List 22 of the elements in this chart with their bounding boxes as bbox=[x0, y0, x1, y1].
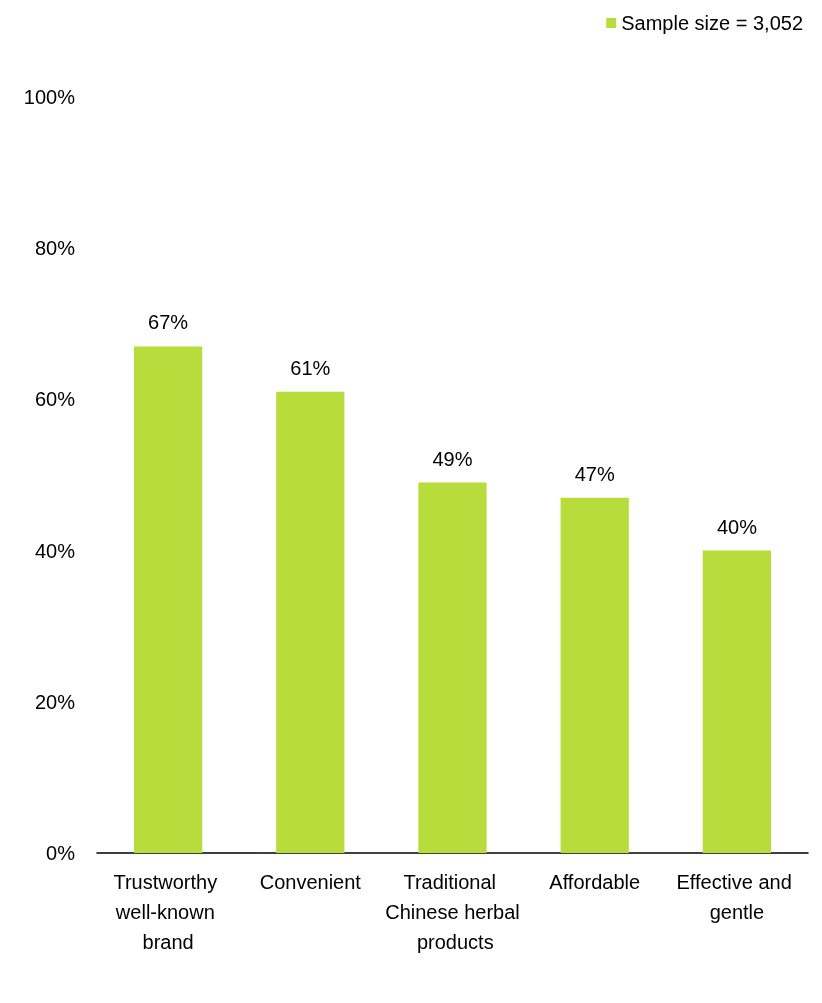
data-label: 49% bbox=[432, 447, 473, 470]
y-tick-label: 40% bbox=[34, 539, 76, 562]
bar bbox=[133, 346, 203, 853]
bar bbox=[560, 497, 629, 853]
data-label: 47% bbox=[574, 462, 615, 485]
x-tick-label: Convenient bbox=[259, 871, 362, 893]
data-label: 61% bbox=[290, 356, 331, 379]
bar bbox=[276, 391, 345, 853]
bar bbox=[418, 482, 487, 853]
data-label: 67% bbox=[148, 311, 189, 334]
bar bbox=[702, 550, 772, 853]
x-tick-label: Trustworthy well-known brand bbox=[113, 871, 223, 953]
x-tick-label: Traditional Chinese herbal products bbox=[385, 871, 520, 953]
y-tick-label: 100% bbox=[23, 86, 76, 108]
y-tick-label: 80% bbox=[34, 237, 76, 260]
y-tick-label: 20% bbox=[34, 690, 76, 713]
x-tick-label: Affordable bbox=[549, 871, 641, 893]
data-label: 40% bbox=[716, 515, 758, 538]
x-tick-label: Effective and gentle bbox=[676, 871, 798, 923]
legend-label: Sample size = 3,052 bbox=[621, 12, 803, 34]
y-tick-label: 60% bbox=[34, 388, 76, 411]
y-tick-label: 0% bbox=[46, 842, 76, 864]
